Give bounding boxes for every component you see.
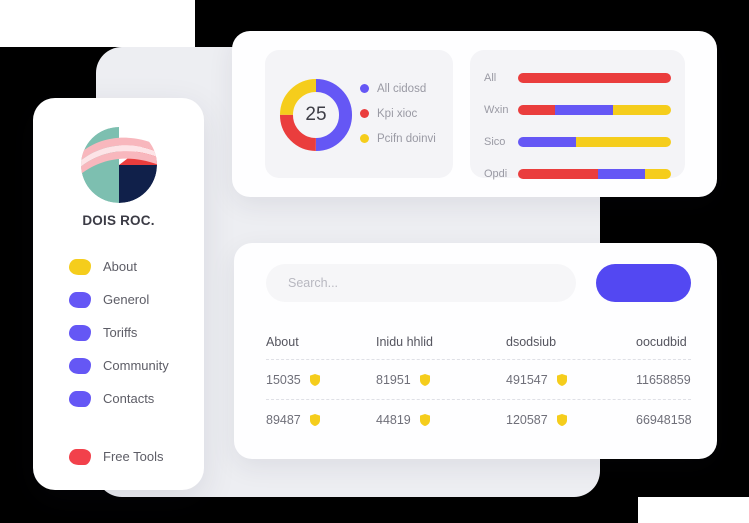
blob-bullet-icon (69, 357, 91, 374)
table-header-row: About Inidu hhlid dsodsiub oocudbid (266, 325, 691, 359)
donut-center-value: 25 (305, 104, 327, 125)
legend-dot-icon (360, 109, 369, 118)
sidebar-item-label: Generol (103, 292, 150, 307)
table-card: About Inidu hhlid dsodsiub oocudbid 15035 819… (234, 243, 717, 459)
data-table: About Inidu hhlid dsodsiub oocudbid 15035 819… (266, 325, 692, 439)
blob-bullet-icon (69, 390, 91, 407)
bar-row-label: Opdi (484, 168, 508, 180)
legend-item: All cidosd (360, 76, 436, 101)
table-cell: 44819 (376, 413, 506, 427)
table-cell-value: 491547 (506, 372, 548, 387)
bar-chart: All Wxin Sico Opdi (484, 66, 671, 186)
sidebar-item-label: Community (103, 358, 169, 373)
blob-bullet-icon (69, 324, 91, 341)
sidebar-item-toriffs[interactable]: Toriffs (33, 316, 204, 349)
table-cell-value: 66948158 (636, 412, 692, 427)
bar-row: Wxin (484, 98, 671, 122)
shield-badge-icon (309, 413, 320, 426)
sidebar-item-community[interactable]: Community (33, 349, 204, 382)
bar-row: Sico (484, 130, 671, 154)
table-column-header[interactable]: oocudbid (636, 335, 687, 349)
sidebar-item-label: Contacts (103, 391, 155, 406)
bar-track (518, 169, 671, 179)
bar-track (518, 73, 671, 83)
sidebar-item-free-tools[interactable]: Free Tools (33, 440, 204, 473)
table-column-header[interactable]: About (266, 335, 299, 349)
background-plate-top-left (0, 0, 195, 47)
bar-segment (644, 169, 671, 179)
bar-segment (597, 169, 645, 179)
table-cell: 11658859 (636, 373, 691, 387)
donut-segment (279, 78, 353, 152)
table-row[interactable]: 15035 81951 491547 11658859 (266, 359, 691, 399)
shield-badge-icon (419, 373, 430, 386)
table-cell-value: 120587 (506, 412, 548, 427)
legend-item: Pcifn doinvi (360, 126, 436, 151)
table-cell-value: 44819 (376, 412, 411, 427)
legend-dot-icon (360, 84, 369, 93)
bar-row-label: Sico (484, 136, 506, 148)
table-cell: 120587 (506, 413, 636, 427)
shield-badge-icon (309, 373, 320, 386)
shield-badge-icon (419, 413, 430, 426)
table-cell: 66948158 (636, 412, 692, 427)
blob-bullet-icon (69, 448, 91, 465)
bar-track (518, 137, 671, 147)
bar-row-label: All (484, 72, 497, 84)
bar-segment (518, 137, 577, 147)
legend-label: Kpi xioc (377, 107, 418, 120)
blob-bullet-icon (69, 258, 91, 275)
search-input[interactable] (266, 264, 576, 302)
brand-logo (78, 124, 160, 206)
bar-row-label: Wxin (484, 104, 509, 116)
sidebar-item-label: About (103, 259, 137, 274)
shield-badge-icon (556, 413, 567, 426)
sidebar: DOIS ROC. About Generol Toriffs Community Co… (33, 98, 204, 490)
legend-item: Kpi xioc (360, 101, 436, 126)
bar-chart-panel: All Wxin Sico Opdi (470, 50, 685, 180)
sidebar-item-label: Free Tools (103, 449, 164, 464)
blob-bullet-icon (69, 291, 91, 308)
shield-badge-icon (556, 373, 567, 386)
bar-track (518, 105, 671, 115)
donut-chart: 25 (277, 76, 355, 154)
donut-chart-panel: 25 All cidosd Kpi xioc Pcifn doinvi (265, 50, 453, 178)
bar-row: All (484, 66, 671, 90)
table-column-header[interactable]: dsodsiub (506, 335, 557, 349)
bar-segment (554, 105, 613, 115)
bar-segment (576, 137, 671, 147)
search-submit-button[interactable] (596, 264, 691, 302)
bar-segment (518, 73, 671, 83)
donut-segment (279, 78, 353, 152)
bar-segment (518, 169, 598, 179)
sidebar-item-label: Toriffs (103, 325, 138, 340)
legend-label: All cidosd (377, 82, 427, 95)
donut-legend: All cidosd Kpi xioc Pcifn doinvi (360, 76, 436, 151)
abstract-circle-logo-icon (80, 127, 157, 203)
table-row[interactable]: 89487 44819 120587 66948158 (266, 399, 692, 439)
charts-card: 25 All cidosd Kpi xioc Pcifn doinvi All Wxi… (232, 31, 717, 197)
bar-segment (518, 105, 555, 115)
table-cell-value: 81951 (376, 372, 411, 387)
table-column-header[interactable]: Inidu hhlid (376, 335, 433, 349)
bar-row: Opdi (484, 162, 671, 186)
brand-name: DOIS ROC. (82, 213, 155, 228)
legend-dot-icon (360, 134, 369, 143)
sidebar-item-contacts[interactable]: Contacts (33, 382, 204, 415)
sidebar-item-about[interactable]: About (33, 250, 204, 283)
table-cell-value: 15035 (266, 372, 301, 387)
table-cell: 491547 (506, 373, 636, 387)
background-plate-bottom-right (638, 497, 749, 523)
sidebar-nav: About Generol Toriffs Community Contacts Free… (33, 250, 204, 473)
bar-segment (612, 105, 671, 115)
table-cell-value: 89487 (266, 412, 301, 427)
table-cell: 15035 (266, 373, 376, 387)
table-cell: 89487 (266, 413, 376, 427)
legend-label: Pcifn doinvi (377, 132, 436, 145)
table-cell-value: 11658859 (636, 372, 691, 387)
donut-chart-svg (279, 78, 353, 152)
sidebar-item-generol[interactable]: Generol (33, 283, 204, 316)
table-cell: 81951 (376, 373, 506, 387)
